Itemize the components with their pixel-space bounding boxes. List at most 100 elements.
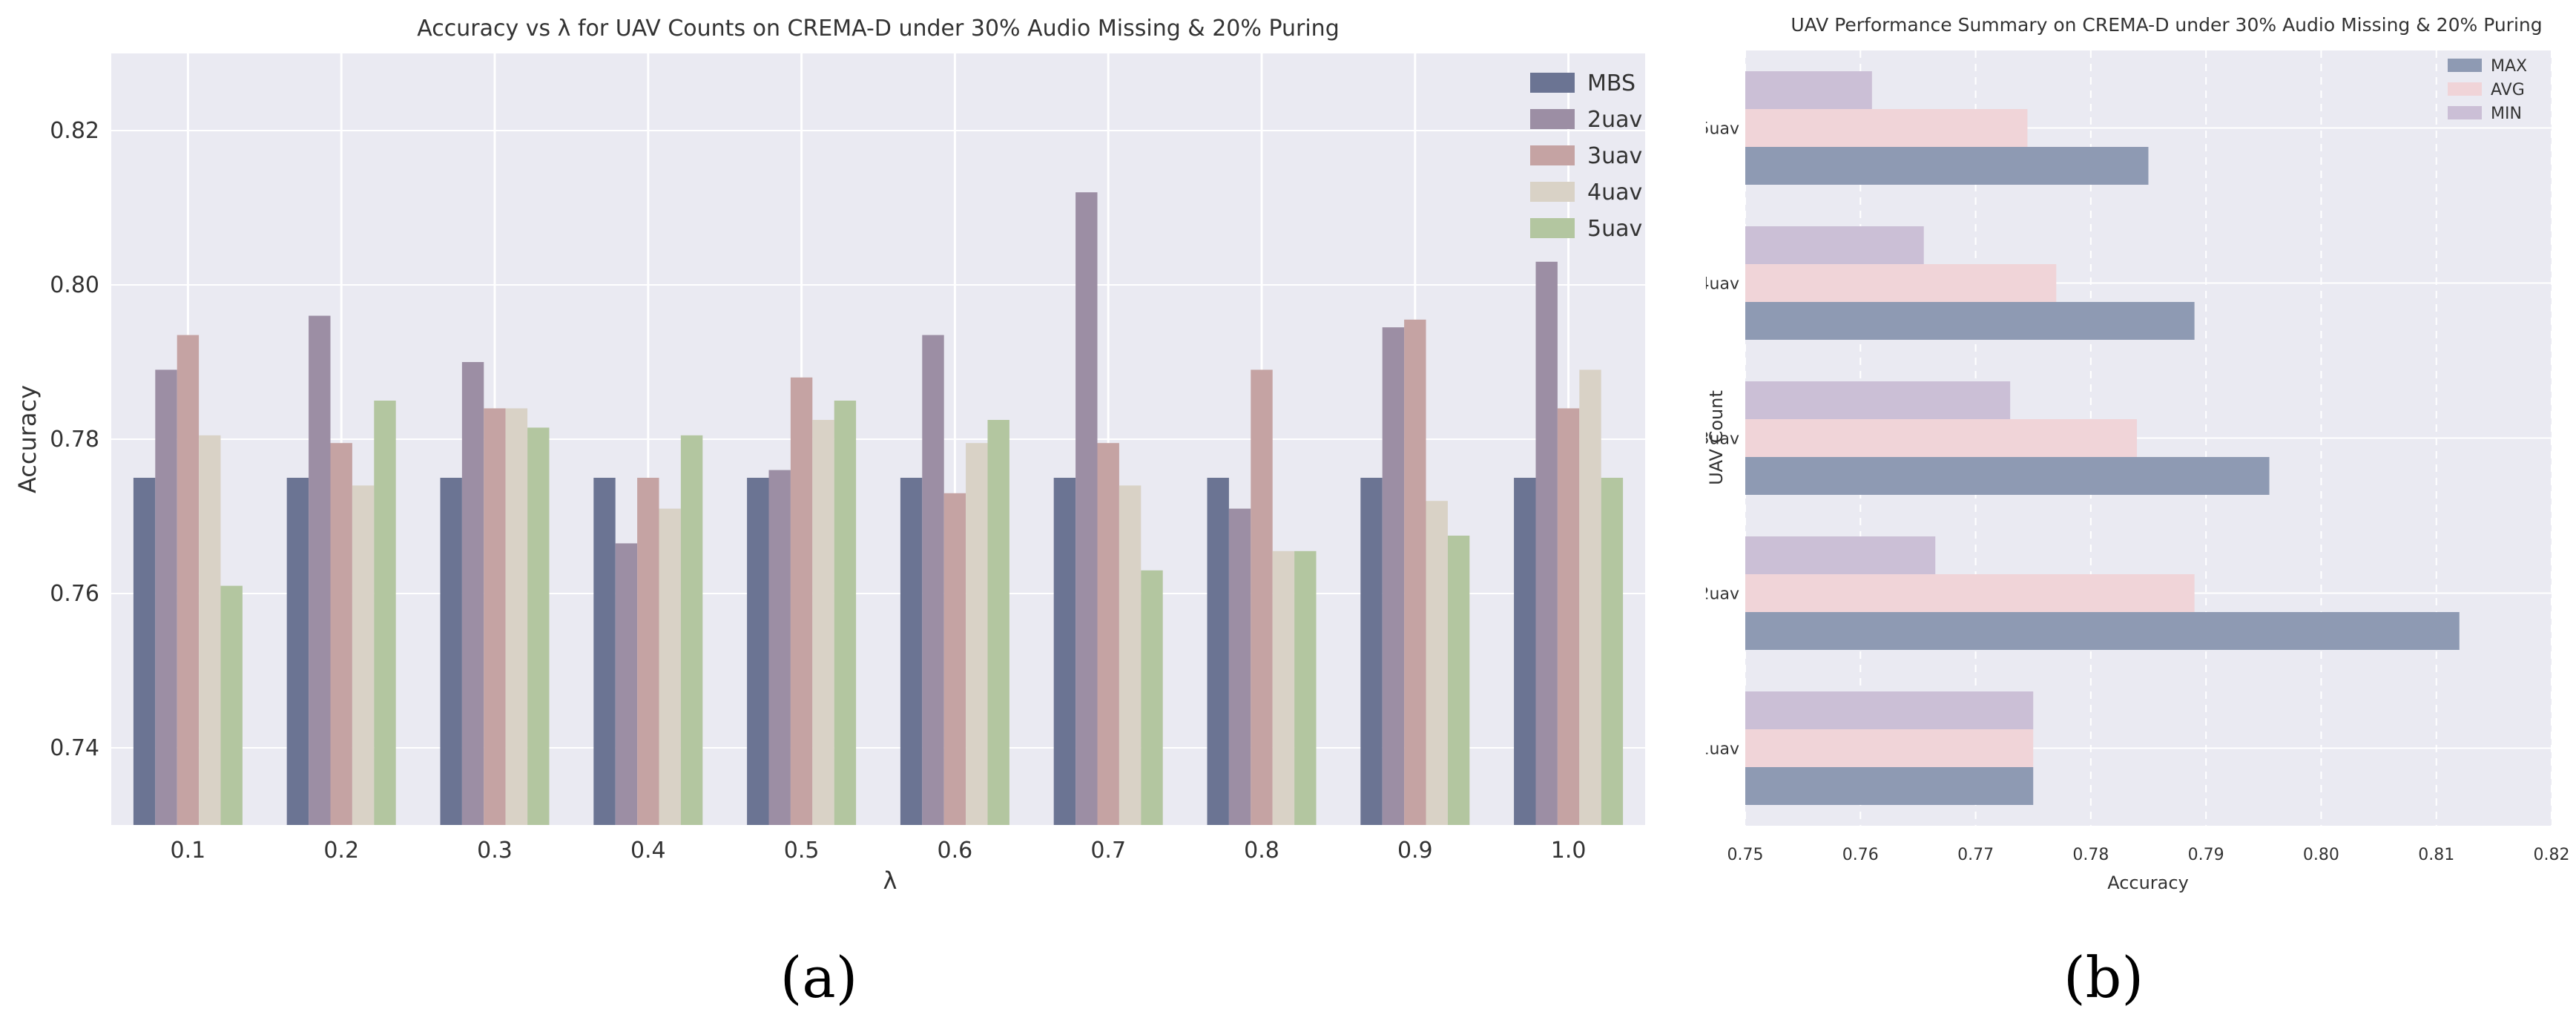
- chart-a-x-tick-label: 0.4: [630, 838, 666, 864]
- chart-a-x-tick-label: 0.9: [1397, 838, 1433, 864]
- chart-b-panel: UAV Performance Summary on CREMA-D under…: [1699, 0, 2576, 1026]
- chart-b-bar-max-2uav: [1745, 612, 2460, 650]
- chart-b-bar-max-3uav: [1745, 457, 2270, 495]
- chart-a-bar-2uav-0-3: [461, 362, 484, 825]
- chart-a-legend-label-2uav: 2uav: [1587, 107, 1642, 133]
- chart-a-y-tick-label: 0.80: [50, 272, 99, 298]
- chart-b-x-tick-label: 0.75: [1727, 846, 1764, 864]
- chart-b-y-tick-label: 5uav: [1706, 120, 1739, 139]
- chart-a-bar-2uav-0-2: [309, 315, 331, 826]
- chart-b-bar-max-5uav: [1745, 147, 2149, 185]
- chart-a-bar-mbs-0-4: [593, 478, 616, 825]
- chart-b-legend-label-max: MAX: [2491, 57, 2527, 76]
- chart-b-title: UAV Performance Summary on CREMA-D under…: [1791, 14, 2542, 36]
- chart-a-bar-4uav-0-4: [659, 508, 681, 825]
- chart-a-bar-3uav-0-7: [1097, 443, 1119, 825]
- chart-a-bar-mbs-0-7: [1053, 478, 1076, 825]
- chart-b-x-ticks: 0.75 0.76 0.77 0.78 0.79 0.80 0.81 0.82: [1727, 846, 2570, 864]
- chart-b-caption: (b): [2063, 944, 2144, 1010]
- chart-a-bar-mbs-0-2: [286, 478, 309, 825]
- chart-a-bar-3uav-0-2: [330, 443, 352, 825]
- chart-a-bar-4uav-0-1: [199, 435, 221, 825]
- chart-a-legend-swatch-3uav: [1530, 145, 1575, 165]
- chart-a-bar-4uav-0-9: [1426, 501, 1448, 825]
- chart-a-x-tick-label: 0.8: [1244, 838, 1279, 864]
- chart-a-bar-4uav-0-2: [352, 485, 375, 825]
- chart-a-bar-5uav-0-2: [374, 401, 396, 825]
- chart-b-x-axis-label: Accuracy: [2107, 872, 2189, 893]
- chart-a-bar-mbs-0-6: [900, 478, 923, 825]
- chart-a-bar-4uav-0-3: [505, 408, 528, 825]
- chart-a-bar-3uav-0-1: [177, 335, 200, 826]
- chart-a-bar-5uav-0-9: [1447, 536, 1470, 825]
- chart-a-bar-5uav-0-1: [220, 585, 243, 825]
- chart-a-legend-swatch-5uav: [1530, 218, 1575, 238]
- chart-a-bar-4uav-1-0: [1579, 369, 1601, 825]
- chart-b-bar-min-5uav: [1745, 71, 1872, 109]
- chart-a-bar-5uav-0-5: [834, 401, 857, 825]
- chart-b-bar-max-1uav: [1745, 767, 2034, 805]
- chart-a-legend: MBS 2uav 3uav 4uav 5uav: [1530, 70, 1642, 242]
- chart-b-x-tick-label: 0.82: [2534, 846, 2570, 864]
- chart-a-x-tick-label: 0.1: [171, 838, 206, 864]
- chart-a-y-tick-label: 0.82: [50, 118, 99, 144]
- chart-a-y-axis-label: Accuracy: [13, 385, 42, 493]
- chart-b-x-tick-label: 0.78: [2072, 846, 2109, 864]
- chart-b-bar-min-2uav: [1745, 536, 1936, 574]
- chart-a-bar-2uav-0-6: [922, 335, 944, 826]
- chart-a-bar-5uav-0-7: [1141, 570, 1163, 825]
- chart-b-bar-min-4uav: [1745, 226, 1924, 264]
- chart-a-bar-5uav-0-8: [1294, 550, 1317, 825]
- chart-a-title: Accuracy vs λ for UAV Counts on CREMA-D …: [417, 16, 1340, 42]
- chart-a-bar-mbs-0-9: [1360, 478, 1383, 825]
- chart-a-y-tick-label: 0.78: [50, 427, 99, 453]
- chart-a-x-tick-label: 0.2: [323, 838, 359, 864]
- chart-a: Accuracy vs λ for UAV Counts on CREMA-D …: [13, 16, 1645, 1010]
- chart-b-bar-avg-2uav: [1745, 574, 2195, 612]
- chart-a-bar-4uav-0-6: [966, 443, 988, 825]
- chart-b-bar-avg-3uav: [1745, 419, 2137, 457]
- chart-b-legend-swatch-max: [2448, 59, 2482, 72]
- chart-b-bar-min-3uav: [1745, 381, 2011, 419]
- chart-b-bar-max-4uav: [1745, 302, 2195, 340]
- chart-a-bar-mbs-0-3: [440, 478, 462, 825]
- chart-a-legend-label-5uav: 5uav: [1587, 216, 1642, 242]
- chart-a-bar-4uav-0-7: [1119, 485, 1142, 825]
- chart-b-legend-swatch-avg: [2448, 82, 2482, 96]
- chart-b-bars: [1745, 71, 2460, 805]
- chart-a-x-tick-label: 0.3: [477, 838, 513, 864]
- chart-b-x-tick-label: 0.80: [2303, 846, 2339, 864]
- chart-a-x-tick-label: 0.5: [784, 838, 820, 864]
- chart-a-panel: Accuracy vs λ for UAV Counts on CREMA-D …: [13, 16, 1645, 1010]
- chart-b-bar-min-1uav: [1745, 691, 2034, 729]
- chart-a-bar-3uav-0-3: [484, 408, 506, 825]
- chart-a-bar-mbs-0-8: [1207, 478, 1229, 825]
- chart-a-bar-4uav-0-8: [1272, 550, 1295, 825]
- chart-a-bar-mbs-0-5: [747, 478, 769, 825]
- chart-a-y-tick-label: 0.74: [50, 735, 99, 761]
- chart-b-x-tick-label: 0.81: [2418, 846, 2454, 864]
- chart-a-y-tick-label: 0.76: [50, 581, 99, 607]
- chart-a-bar-5uav-0-6: [987, 420, 1009, 825]
- chart-a-bar-3uav-1-0: [1557, 408, 1580, 825]
- chart-b-bar-avg-4uav: [1745, 264, 2057, 302]
- chart-a-legend-label-4uav: 4uav: [1587, 180, 1642, 206]
- chart-a-bar-2uav-0-1: [155, 369, 177, 825]
- chart-b-y-ticks: 1uav 2uav 3uav 4uav 5uav: [1699, 120, 1739, 759]
- chart-a-bar-2uav-1-0: [1535, 261, 1558, 825]
- chart-a-legend-swatch-mbs: [1530, 73, 1575, 93]
- chart-a-legend-swatch-4uav: [1530, 182, 1575, 202]
- chart-a-y-ticks: 0.74 0.76 0.78 0.80 0.82: [50, 118, 99, 761]
- chart-a-bar-3uav-0-6: [943, 493, 966, 825]
- chart-b-legend: MAX AVG MIN: [2448, 57, 2527, 123]
- chart-a-bar-mbs-1-0: [1514, 478, 1536, 825]
- chart-b-y-tick-label: 1uav: [1706, 740, 1739, 759]
- chart-a-bar-mbs-0-1: [133, 478, 156, 825]
- chart-b-bar-avg-1uav: [1745, 729, 2034, 767]
- chart-a-bar-2uav-0-5: [768, 470, 791, 825]
- chart-a-bar-2uav-0-8: [1228, 508, 1251, 825]
- chart-a-bar-5uav-0-4: [680, 435, 703, 825]
- chart-a-legend-label-mbs: MBS: [1587, 70, 1635, 96]
- chart-a-x-tick-label: 0.6: [938, 838, 973, 864]
- chart-b-x-tick-label: 0.76: [1842, 846, 1879, 864]
